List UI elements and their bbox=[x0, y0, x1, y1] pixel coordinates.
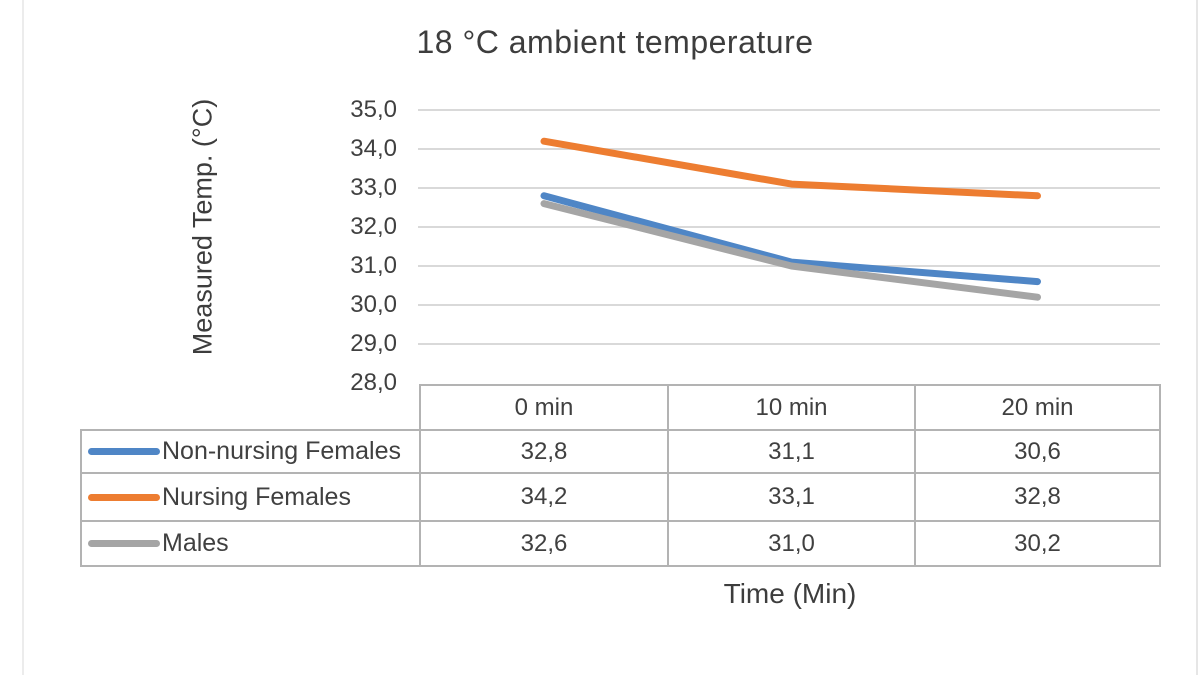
legend-row: Males bbox=[82, 522, 419, 567]
table-value-cell: 31,1 bbox=[669, 431, 916, 474]
y-tick-label: 32,0 bbox=[350, 213, 397, 240]
table-value-cell: 31,0 bbox=[669, 522, 916, 567]
series-name: Non-nursing Females bbox=[162, 437, 401, 465]
series-name: Males bbox=[162, 529, 229, 557]
series-name: Nursing Females bbox=[162, 482, 351, 511]
legend-table: Non-nursing Females Nursing Females Male… bbox=[80, 429, 419, 567]
page-edge-line-left bbox=[22, 0, 24, 675]
y-tick-label: 28,0 bbox=[350, 369, 397, 396]
legend-row: Nursing Females bbox=[82, 474, 419, 522]
data-table: 0 min 10 min 20 min 32,8 31,1 30,6 34,2 … bbox=[419, 384, 1161, 567]
chart-title: 18 °C ambient temperature bbox=[416, 24, 814, 60]
table-header-cell: 0 min bbox=[421, 386, 669, 431]
series-line-nursing-females bbox=[540, 137, 1041, 200]
series-line-males bbox=[540, 200, 1041, 301]
y-tick-label: 31,0 bbox=[350, 252, 397, 279]
legend-row: Non-nursing Females bbox=[82, 431, 419, 474]
y-tick-label: 33,0 bbox=[350, 174, 397, 201]
series-color-swatch-nursing-females bbox=[88, 493, 160, 501]
series-line-non-nursing-females bbox=[540, 192, 1041, 286]
table-value-cell: 32,8 bbox=[421, 431, 669, 474]
series-color-swatch-males bbox=[88, 540, 160, 547]
table-value-cell: 30,6 bbox=[916, 431, 1161, 474]
table-value-cell: 33,1 bbox=[669, 474, 916, 522]
y-tick-label: 30,0 bbox=[350, 291, 397, 318]
table-value-cell: 32,6 bbox=[421, 522, 669, 567]
table-header-cell: 10 min bbox=[669, 386, 916, 431]
table-header-cell: 20 min bbox=[916, 386, 1161, 431]
table-value-cell: 30,2 bbox=[916, 522, 1161, 567]
y-tick-label: 29,0 bbox=[350, 330, 397, 357]
page-edge-line-right bbox=[1196, 0, 1198, 675]
y-axis-title: Measured Temp. (°C) bbox=[187, 98, 218, 356]
table-value-cell: 32,8 bbox=[916, 474, 1161, 522]
series-color-swatch-non-nursing-females bbox=[88, 448, 160, 455]
y-tick-label: 35,0 bbox=[350, 96, 397, 123]
y-tick-label: 34,0 bbox=[350, 135, 397, 162]
x-axis-title: Time (Min) bbox=[723, 578, 857, 609]
table-value-cell: 34,2 bbox=[421, 474, 669, 522]
